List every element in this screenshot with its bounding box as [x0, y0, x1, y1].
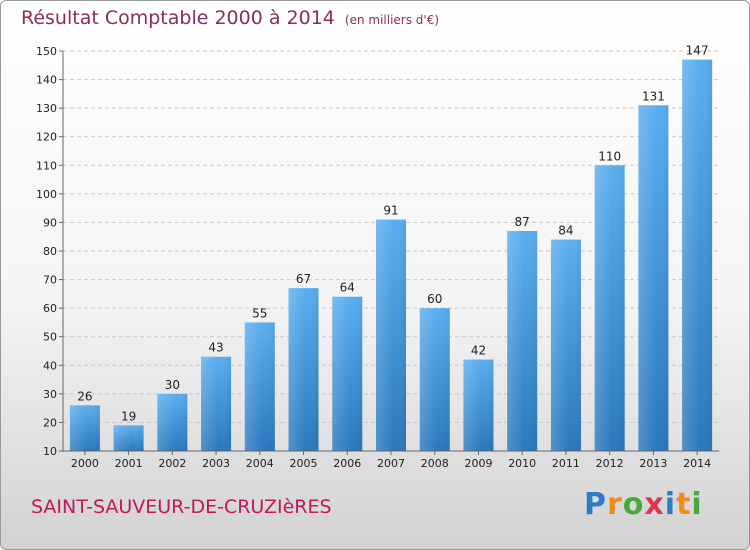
bar-shine: [419, 308, 450, 451]
y-tick-label: 10: [43, 445, 57, 458]
x-tick-label: 2006: [333, 457, 361, 470]
logo-letter: r: [607, 487, 623, 522]
chart-title: Résultat Comptable 2000 à 2014 (en millie…: [21, 7, 439, 29]
data-label: 55: [252, 306, 267, 320]
bar-shine: [682, 59, 713, 451]
logo-letter: i: [664, 487, 677, 522]
x-axis: 2000 2001 2002 2003 2004 2005 2006 2007 2008 2009…: [63, 450, 719, 470]
y-tick-label: 60: [43, 302, 57, 315]
data-label: 30: [165, 378, 180, 392]
y-tick-label: 30: [43, 388, 57, 401]
y-tick-label: 70: [43, 274, 57, 287]
x-tick-label: 2005: [290, 457, 318, 470]
x-tick-label: 2008: [421, 457, 449, 470]
x-tick-label: 2003: [202, 457, 230, 470]
y-tick-label: 110: [36, 159, 57, 172]
y-tick-label: 80: [43, 245, 57, 258]
x-tick-label: 2001: [115, 457, 143, 470]
data-label: 91: [383, 204, 398, 218]
bar-shine: [69, 405, 100, 451]
y-tick-label: 40: [43, 359, 57, 372]
data-label: 64: [340, 281, 355, 295]
bars: 26 19 30 43 55 67 64 91 60 42 87 84 110 131 147: [69, 44, 713, 452]
x-tick-label: 2014: [683, 457, 711, 470]
unit-label: (en milliers d'€): [344, 13, 440, 27]
bar-shine: [157, 393, 188, 451]
y-axis: 10 20 30 40 50 60 70 80 90 100 110 120 130 140 150: [36, 45, 64, 458]
x-tick-label: 2013: [639, 457, 667, 470]
y-tick-label: 50: [43, 331, 57, 344]
bar-shine: [463, 359, 494, 451]
y-tick-label: 130: [36, 102, 57, 115]
y-tick-label: 150: [36, 45, 57, 58]
data-label: 131: [642, 89, 665, 103]
x-tick-label: 2002: [158, 457, 186, 470]
data-label: 67: [296, 272, 311, 286]
data-label: 19: [121, 409, 136, 423]
bar-shine: [507, 231, 538, 451]
bar-shine: [638, 105, 669, 452]
bar-shine: [550, 239, 581, 451]
y-tick-label: 120: [36, 131, 57, 144]
data-label: 42: [471, 344, 486, 358]
x-tick-label: 2007: [377, 457, 405, 470]
data-label: 43: [208, 341, 223, 355]
y-tick-label: 20: [43, 416, 57, 429]
bar-shine: [288, 288, 319, 451]
data-label: 60: [427, 292, 442, 306]
bar-shine: [594, 165, 625, 452]
title-text: Résultat Comptable 2000 à 2014: [21, 7, 335, 29]
data-label: 26: [77, 389, 92, 403]
bar-shine: [332, 296, 363, 451]
bar-shine: [376, 219, 406, 451]
data-label: 84: [558, 224, 573, 238]
x-tick-label: 2009: [464, 457, 492, 470]
data-label: 110: [598, 149, 621, 163]
proxiti-logo: Proxiti: [584, 487, 703, 522]
data-label: 87: [515, 215, 530, 229]
logo-letter: i: [691, 487, 703, 522]
data-label: 147: [686, 44, 709, 58]
city-name: SAINT-SAUVEUR-DE-CRUZIèRES: [31, 496, 332, 518]
x-tick-label: 2010: [508, 457, 536, 470]
y-tick-label: 90: [43, 216, 57, 229]
bar-shine: [113, 425, 144, 451]
bar-shine: [201, 356, 232, 451]
logo-letter: P: [584, 487, 607, 522]
logo-letter: x: [644, 487, 665, 522]
logo-letter: t: [676, 487, 692, 522]
logo-letter: o: [622, 487, 645, 522]
bar-shine: [244, 322, 275, 451]
y-tick-label: 100: [36, 188, 57, 201]
x-tick-label: 2011: [552, 457, 580, 470]
x-tick-label: 2004: [246, 457, 274, 470]
x-tick-label: 2012: [596, 457, 624, 470]
x-tick-label: 2000: [71, 457, 99, 470]
y-tick-label: 140: [36, 74, 57, 87]
